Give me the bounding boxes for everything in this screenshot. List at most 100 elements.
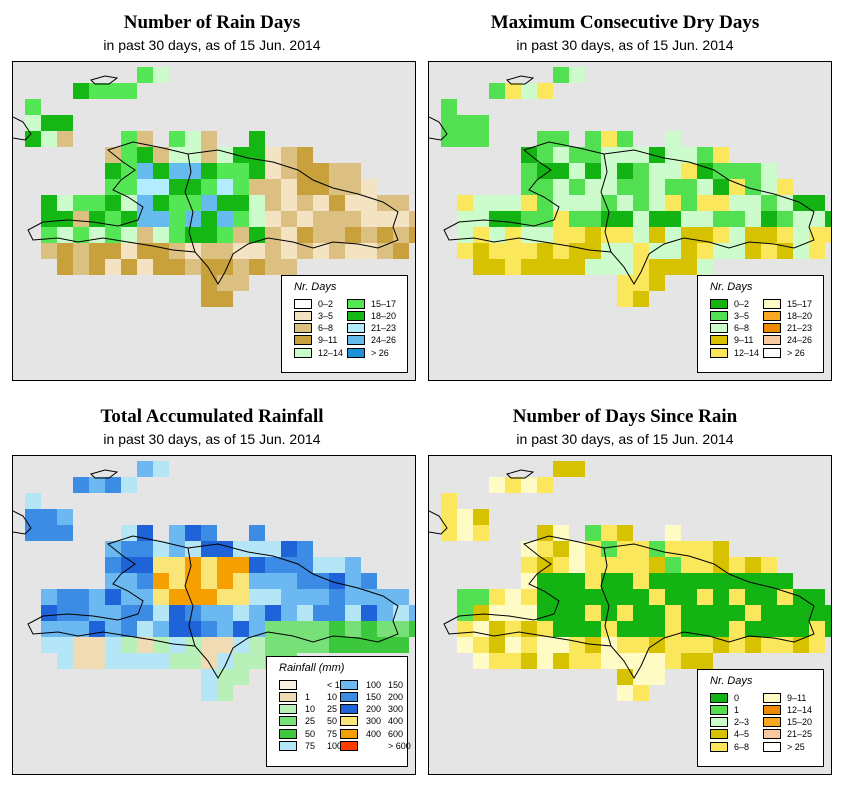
grid-cell bbox=[537, 477, 553, 493]
legend-item: 25 50 bbox=[279, 716, 351, 727]
grid-cell bbox=[617, 525, 633, 541]
grid-cell bbox=[745, 227, 761, 243]
grid-cell bbox=[249, 621, 265, 637]
grid-cell bbox=[617, 605, 633, 621]
grid-cell bbox=[169, 653, 185, 669]
grid-cell bbox=[57, 509, 73, 525]
grid-cell bbox=[169, 637, 185, 653]
grid-cell bbox=[41, 195, 57, 211]
grid-cell bbox=[713, 621, 729, 637]
legend-swatch bbox=[763, 704, 781, 715]
grid-cell bbox=[569, 589, 585, 605]
grid-cell bbox=[169, 621, 185, 637]
grid-cell bbox=[745, 557, 761, 573]
grid-cell bbox=[649, 605, 665, 621]
legend-item: 400 600 bbox=[340, 728, 412, 739]
grid-cell bbox=[537, 573, 553, 589]
grid-cell bbox=[345, 227, 361, 243]
legend-swatch bbox=[710, 704, 728, 715]
grid-cell bbox=[521, 243, 537, 259]
grid-cell bbox=[233, 669, 249, 685]
grid-cell bbox=[137, 131, 153, 147]
grid-cell bbox=[569, 211, 585, 227]
grid-cell bbox=[601, 195, 617, 211]
legend-swatch bbox=[347, 298, 365, 309]
grid-cell bbox=[281, 637, 297, 653]
grid-cell bbox=[41, 243, 57, 259]
grid-cell bbox=[729, 179, 745, 195]
grid-cell bbox=[345, 243, 361, 259]
grid-cell bbox=[105, 605, 121, 621]
grid-cell bbox=[393, 243, 409, 259]
grid-cell bbox=[233, 589, 249, 605]
grid-cell bbox=[153, 541, 169, 557]
legend-range-high: 300 bbox=[388, 704, 404, 715]
grid-cell bbox=[761, 637, 777, 653]
legend-label: > 26 bbox=[371, 347, 389, 358]
grid-cell bbox=[393, 589, 409, 605]
grid-cell bbox=[681, 259, 697, 275]
grid-cell bbox=[105, 163, 121, 179]
grid-cell bbox=[585, 163, 601, 179]
grid-cell bbox=[89, 653, 105, 669]
grid-cell bbox=[457, 525, 473, 541]
grid-cell bbox=[121, 557, 137, 573]
grid-cell bbox=[57, 637, 73, 653]
grid-cell bbox=[473, 195, 489, 211]
legend-swatch bbox=[763, 717, 781, 728]
grid-cell bbox=[825, 605, 831, 621]
legend-item: 0–2 bbox=[710, 298, 749, 309]
grid-cell bbox=[473, 653, 489, 669]
legend-item: > 26 bbox=[347, 347, 389, 358]
grid-cell bbox=[809, 621, 825, 637]
grid-cell bbox=[41, 227, 57, 243]
legend-label: 15–20 bbox=[787, 717, 813, 728]
grid-cell bbox=[201, 589, 217, 605]
grid-cell bbox=[697, 605, 713, 621]
grid-cell bbox=[665, 131, 681, 147]
grid-cell bbox=[665, 637, 681, 653]
grid-cell bbox=[569, 541, 585, 557]
grid-cell bbox=[137, 461, 153, 477]
grid-cell bbox=[137, 573, 153, 589]
grid-cell bbox=[89, 227, 105, 243]
grid-cell bbox=[617, 211, 633, 227]
grid-cell bbox=[233, 227, 249, 243]
panel-title: Total Accumulated Rainfall bbox=[100, 406, 324, 427]
legend-label: 12–14 bbox=[318, 347, 344, 358]
legend-label: 9–11 bbox=[787, 692, 807, 703]
legend-swatch bbox=[347, 323, 365, 334]
grid-cell bbox=[393, 637, 409, 653]
grid-cell bbox=[505, 243, 521, 259]
panel-subtitle: in past 30 days, as of 15 Jun. 2014 bbox=[103, 431, 321, 447]
grid-cell bbox=[217, 605, 233, 621]
grid-cell bbox=[681, 211, 697, 227]
grid-cell bbox=[153, 589, 169, 605]
grid-cell bbox=[313, 605, 329, 621]
grid-cell bbox=[553, 163, 569, 179]
grid-cell bbox=[601, 621, 617, 637]
panel-title: Number of Days Since Rain bbox=[512, 406, 738, 427]
grid-cell bbox=[617, 541, 633, 557]
grid-cell bbox=[505, 637, 521, 653]
grid-cell bbox=[185, 211, 201, 227]
grid-cell bbox=[697, 147, 713, 163]
legend-label: 0–2 bbox=[318, 298, 334, 309]
grid-cell bbox=[441, 525, 457, 541]
grid-cell bbox=[745, 605, 761, 621]
legend-swatch bbox=[340, 728, 358, 739]
grid-cell bbox=[537, 589, 553, 605]
legend-item: 18–20 bbox=[763, 310, 812, 321]
legend-range-high: 25 bbox=[327, 704, 338, 715]
grid-cell bbox=[585, 541, 601, 557]
grid-cell bbox=[281, 195, 297, 211]
map-grid bbox=[429, 461, 831, 701]
grid-cell bbox=[233, 541, 249, 557]
grid-cell bbox=[761, 605, 777, 621]
legend-swatch bbox=[710, 323, 728, 334]
grid-cell bbox=[281, 557, 297, 573]
grid-cell bbox=[169, 605, 185, 621]
grid-cell bbox=[313, 557, 329, 573]
grid-cell bbox=[505, 605, 521, 621]
panel-subtitle: in past 30 days, as of 15 Jun. 2014 bbox=[516, 431, 734, 447]
